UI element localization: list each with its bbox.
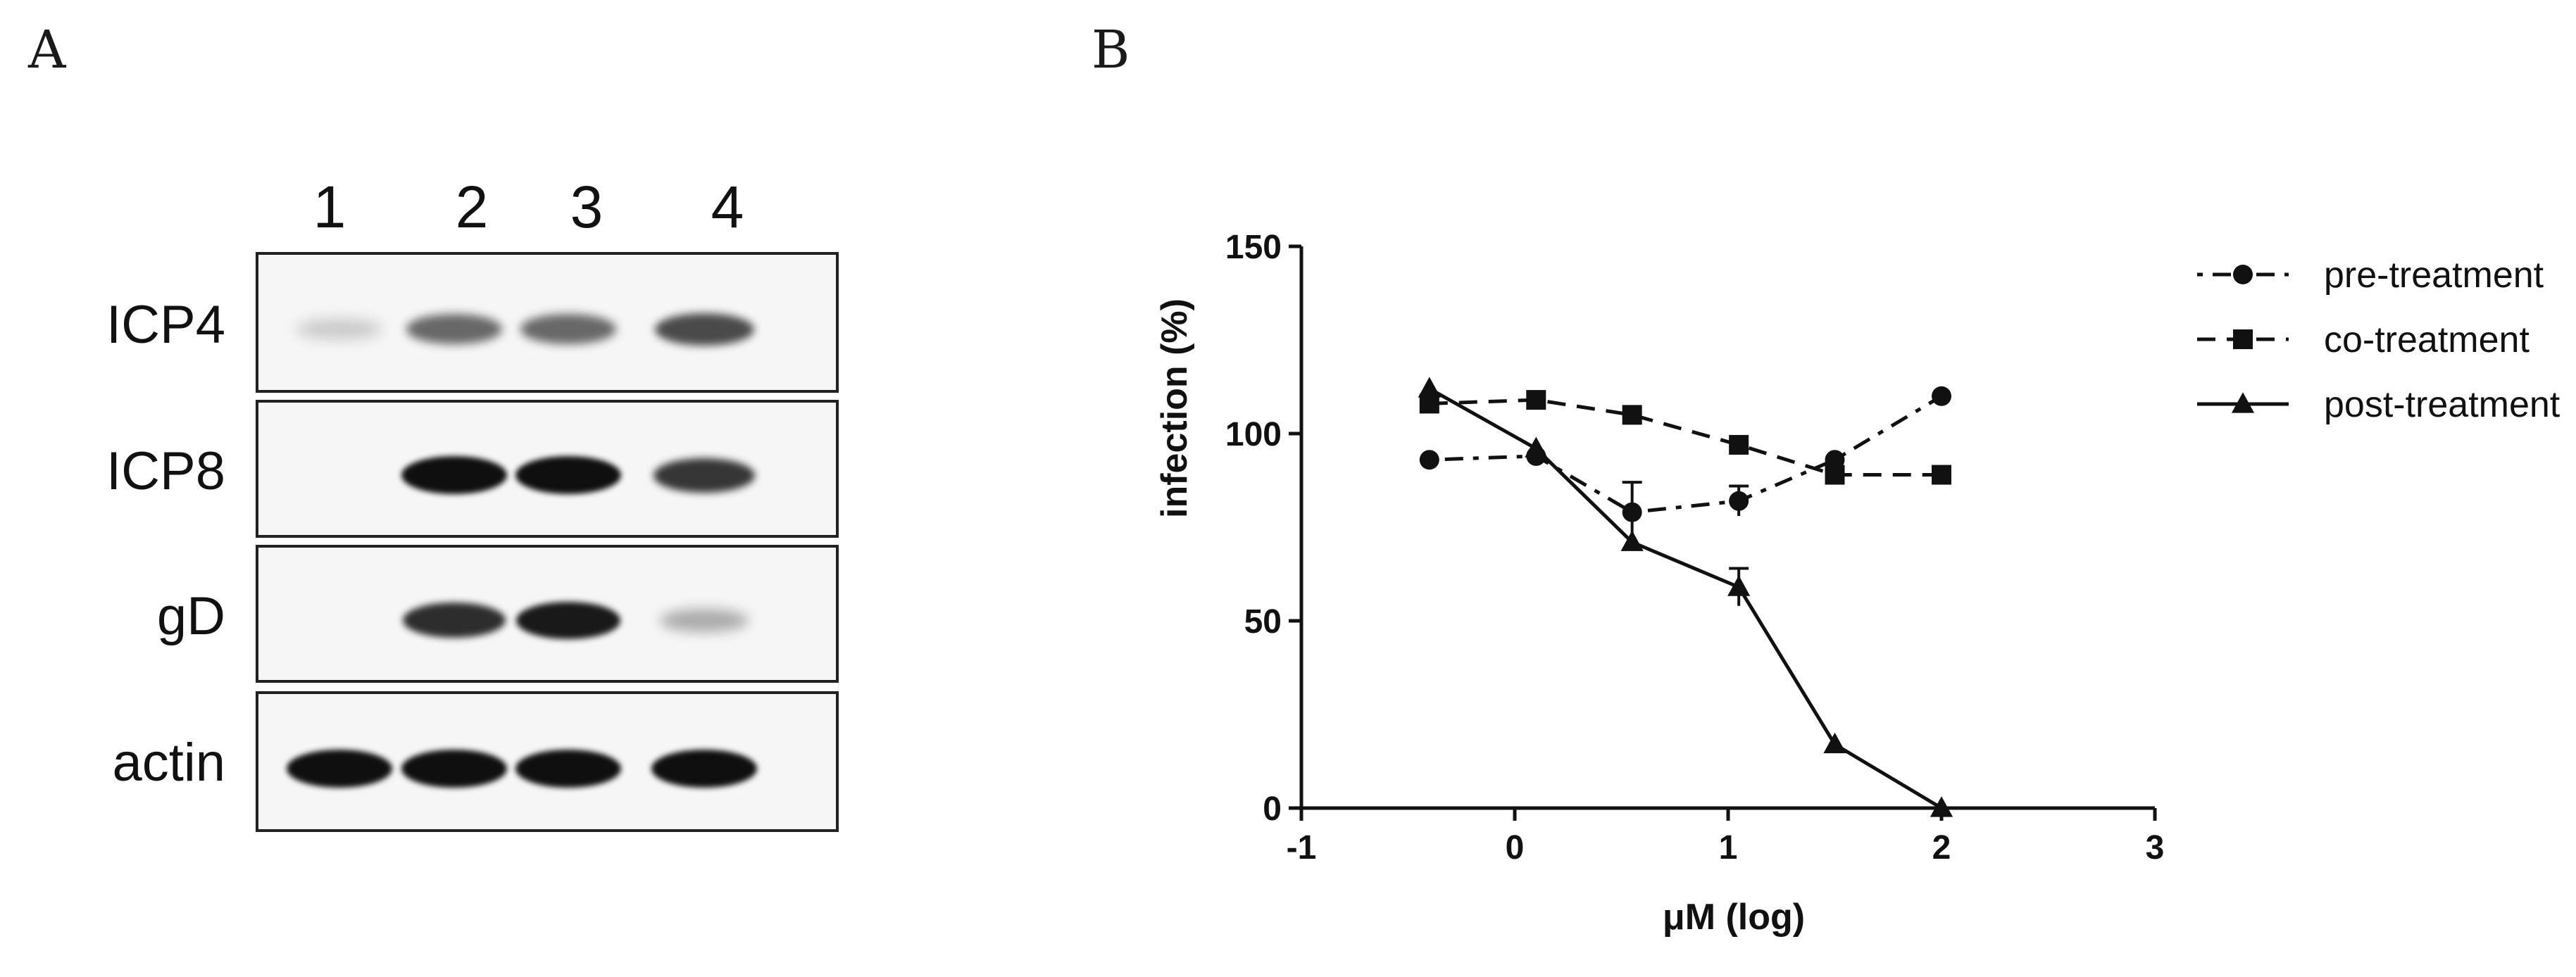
blot-band — [403, 603, 506, 638]
series-line — [1428, 386, 1943, 810]
blot-band — [660, 608, 749, 632]
data-point-triangle — [1620, 530, 1644, 551]
data-point-square — [1526, 390, 1546, 410]
blot-band — [401, 749, 507, 788]
blot-band — [406, 314, 503, 344]
blot-band — [287, 749, 392, 788]
row-label-actin: actin — [112, 733, 225, 793]
row-label-icp4: ICP4 — [106, 295, 225, 355]
legend-label: co-treatment — [2324, 320, 2530, 360]
data-point-square — [2233, 329, 2253, 349]
infection-chart: 0 50 100 150 -1 0 1 2 3 pre-treatment co-treatmen… — [1099, 176, 2576, 973]
y-tick-label: 50 — [1244, 603, 1282, 641]
blot-strip-icp8 — [256, 400, 839, 538]
western-blot-panel: 1 2 3 4 ICP4 ICP8 gD actin — [0, 0, 915, 973]
panel-a-letter: A — [28, 20, 66, 80]
blot-band — [401, 456, 507, 495]
lane-number: 1 — [313, 174, 346, 240]
data-point-triangle — [1418, 377, 1441, 398]
data-point-circle — [1932, 386, 1951, 406]
y-tick-label: 0 — [1263, 790, 1282, 828]
series-post-treatment — [1418, 377, 1953, 817]
data-point-circle — [1622, 502, 1642, 522]
blot-strip-gd — [256, 545, 839, 683]
blot-band — [654, 458, 755, 493]
blot-band — [515, 602, 621, 639]
legend-label: pre-treatment — [2324, 255, 2544, 296]
lane-number: 2 — [455, 174, 489, 240]
blot-band — [296, 318, 382, 340]
data-point-circle — [1729, 491, 1749, 511]
y-tick-label: 150 — [1225, 229, 1282, 266]
blot-strip-actin — [256, 691, 839, 832]
row-label-gd: gD — [156, 586, 225, 646]
data-point-square — [1729, 434, 1749, 455]
data-point-triangle — [1525, 436, 1548, 458]
chart-series — [1418, 377, 1953, 817]
data-point-circle — [1419, 450, 1439, 470]
data-point-triangle — [1930, 796, 1953, 817]
series-pre-treatment — [1419, 386, 1951, 543]
blot-band — [520, 314, 617, 344]
y-tick-label: 100 — [1225, 416, 1282, 453]
data-point-square — [1622, 405, 1642, 425]
blot-band — [515, 456, 621, 495]
blot-band — [515, 749, 621, 788]
data-point-triangle — [1823, 732, 1846, 754]
legend-label: post-treatment — [2324, 384, 2561, 425]
blot-band — [651, 749, 757, 788]
x-tick-label: 2 — [1932, 829, 1951, 866]
data-point-square — [1825, 465, 1845, 485]
x-axis-title: μM (log) — [1663, 897, 1805, 938]
row-label-icp8: ICP8 — [106, 441, 225, 501]
blot-strip-icp4 — [256, 252, 839, 393]
series-line — [1429, 394, 1943, 515]
panel-b-letter: B — [1092, 20, 1130, 80]
data-point-triangle — [1727, 575, 1751, 596]
lane-number: 3 — [570, 174, 604, 240]
series-line — [1429, 398, 1942, 477]
x-tick-label: 1 — [1719, 829, 1738, 866]
x-tick-label: -1 — [1287, 829, 1317, 866]
y-axis-title: infection (%) — [1154, 298, 1195, 518]
data-point-triangle — [2231, 392, 2255, 413]
data-point-square — [1932, 465, 1951, 485]
data-point-circle — [2233, 265, 2253, 284]
series-co-treatment — [1419, 390, 1951, 485]
blot-band — [654, 313, 754, 346]
x-tick-label: 0 — [1506, 829, 1525, 866]
lane-number: 4 — [711, 174, 744, 240]
data-point-circle — [1825, 450, 1845, 470]
chart-legend: pre-treatment co-treatment post-treatment — [2197, 255, 2561, 425]
x-tick-label: 3 — [2146, 829, 2165, 866]
